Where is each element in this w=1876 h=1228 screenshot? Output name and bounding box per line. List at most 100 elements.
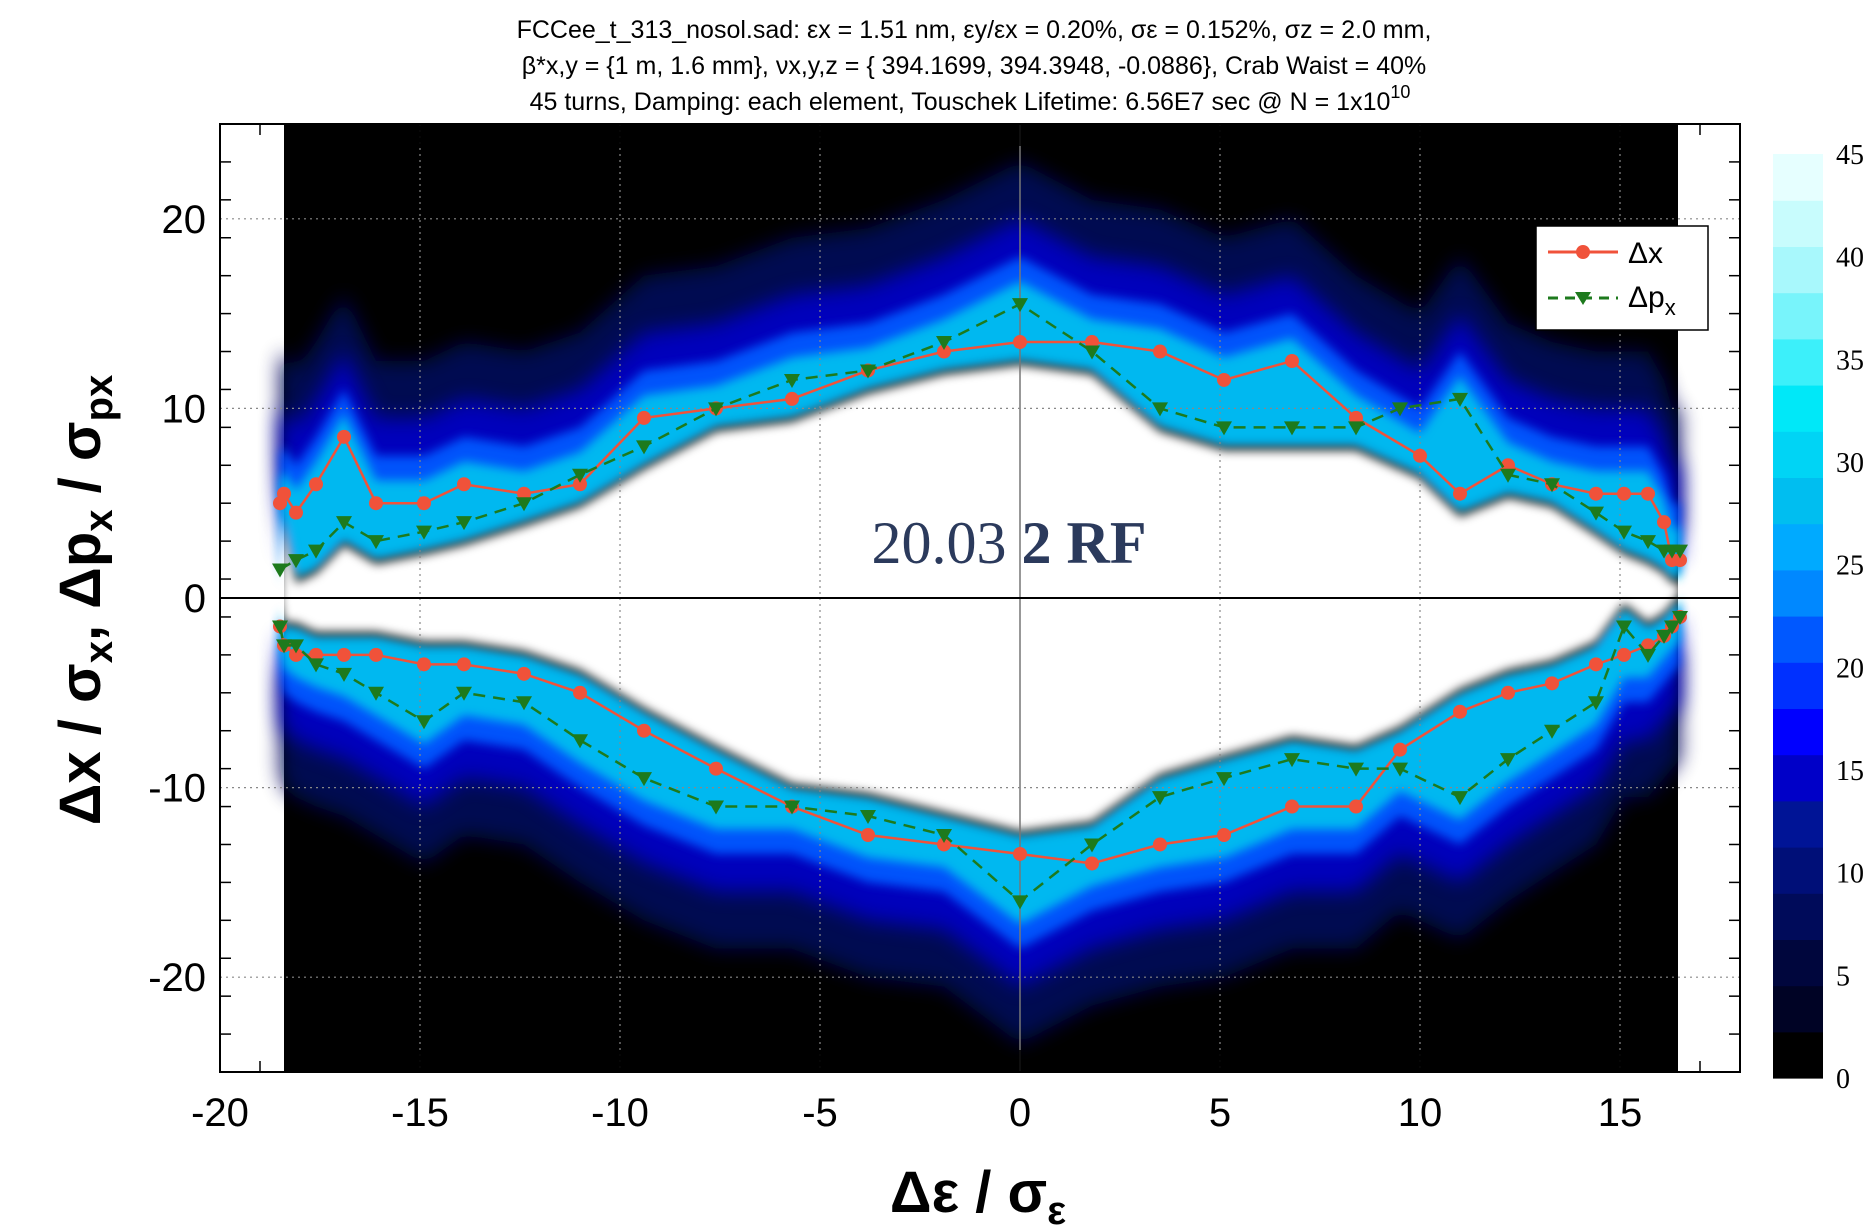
data-point-dpx <box>784 800 800 815</box>
data-point-dx <box>937 344 951 359</box>
x-tick-label: 15 <box>1598 1091 1643 1135</box>
colorbar-swatch <box>1773 200 1823 247</box>
colorbar-tick-label: 20 <box>1836 653 1864 684</box>
legend: Δx Δpx <box>1535 225 1709 331</box>
title-line-2: β*x,y = {1 m, 1.6 mm}, νx,y,z = { 394.16… <box>522 52 1426 80</box>
colorbar-swatch <box>1773 847 1823 894</box>
data-point-dpx <box>1452 392 1468 407</box>
data-point-dx <box>1153 837 1167 852</box>
data-point-dx <box>1453 704 1467 719</box>
data-point-dpx <box>1084 345 1100 360</box>
data-point-dpx <box>336 516 352 531</box>
data-point-dx <box>417 496 431 511</box>
data-point-dx <box>1453 486 1467 501</box>
data-point-dx <box>1085 856 1099 871</box>
colorbar <box>1773 154 1823 1079</box>
data-point-dpx <box>1216 421 1232 436</box>
x-tick-label: 0 <box>1009 1091 1031 1135</box>
data-point-dx <box>1217 372 1231 387</box>
colorbar-swatch <box>1773 338 1823 386</box>
data-point-dpx <box>456 686 472 701</box>
data-point-dpx <box>1616 525 1632 540</box>
colorbar-tick-label: 10 <box>1836 859 1864 890</box>
colorbar-swatch <box>1773 616 1823 663</box>
data-point-dpx <box>1284 753 1300 768</box>
data-point-dpx <box>1392 402 1408 417</box>
colorbar-swatch <box>1773 800 1823 848</box>
data-point-dx <box>369 647 383 662</box>
data-point-dpx <box>276 639 292 654</box>
data-point-dx <box>1501 685 1515 700</box>
data-point-dx <box>1349 799 1363 814</box>
colorbar-swatch <box>1773 662 1823 709</box>
data-point-dpx <box>1544 478 1560 493</box>
x-tick-label: -5 <box>802 1091 838 1135</box>
colorbar-tick-label: 25 <box>1836 551 1864 582</box>
data-point-dpx <box>1544 724 1560 739</box>
legend-box <box>1535 225 1709 331</box>
legend-marker-dpx <box>1575 292 1591 305</box>
data-point-dpx <box>516 696 532 711</box>
chart-title: FCCee_t_313_nosol.sad: εx = 1.51 nm, εy/… <box>517 16 1432 116</box>
data-point-dx <box>289 505 303 520</box>
data-point-dpx <box>708 800 724 815</box>
data-point-dpx <box>368 535 384 550</box>
data-point-dpx <box>1664 620 1680 635</box>
data-point-dpx <box>1672 544 1688 559</box>
data-point-dx <box>1545 676 1559 691</box>
data-point-dx <box>289 647 303 662</box>
data-point-dpx <box>1348 421 1364 436</box>
data-point-dpx <box>1216 772 1232 787</box>
data-point-dpx <box>708 402 724 417</box>
data-point-dpx <box>1084 838 1100 853</box>
colorbar-swatch <box>1773 246 1823 294</box>
colorbar-tick-label: 40 <box>1836 243 1864 274</box>
data-point-dpx <box>272 620 288 635</box>
data-point-dpx <box>308 544 324 559</box>
data-point-dx <box>1641 486 1655 501</box>
colorbar-swatch <box>1773 939 1823 987</box>
data-point-dx <box>1013 335 1027 350</box>
data-point-dpx <box>1500 753 1516 768</box>
colorbar-tick-label: 35 <box>1836 345 1864 376</box>
data-point-dx <box>637 410 651 425</box>
colorbar-swatch <box>1773 292 1823 340</box>
data-point-dpx <box>1672 610 1688 625</box>
colorbar-swatch <box>1773 154 1823 201</box>
data-point-dx <box>417 657 431 672</box>
colorbar-swatch <box>1773 477 1823 525</box>
data-point-dpx <box>1640 535 1656 550</box>
data-point-dpx <box>456 516 472 531</box>
colorbar-tick-label: 30 <box>1836 448 1864 479</box>
data-point-dx <box>1285 799 1299 814</box>
y-tick-label: 0 <box>184 577 206 621</box>
colorbar-swatch <box>1773 523 1823 571</box>
density-band-upper-3 <box>280 281 1680 589</box>
data-point-dpx <box>1500 468 1516 483</box>
data-point-dx <box>1589 486 1603 501</box>
data-point-dpx <box>308 658 324 673</box>
series-layer <box>272 298 1688 910</box>
data-point-dpx <box>572 734 588 749</box>
data-point-dpx <box>1284 421 1300 436</box>
title-line-1: FCCee_t_313_nosol.sad: εx = 1.51 nm, εy/… <box>517 16 1432 44</box>
data-point-dpx <box>572 468 588 483</box>
data-point-dpx <box>1012 895 1028 910</box>
data-point-dx <box>1393 742 1407 757</box>
data-point-dx <box>309 477 323 492</box>
data-point-dx <box>277 486 291 501</box>
data-point-dpx <box>1588 506 1604 521</box>
data-point-dpx <box>288 639 304 654</box>
data-point-dx <box>337 647 351 662</box>
data-point-dx <box>1617 486 1631 501</box>
colorbar-swatch <box>1773 985 1823 1033</box>
data-point-dx <box>573 477 587 492</box>
data-point-dpx <box>1012 298 1028 313</box>
colorbar-swatch <box>1773 1031 1823 1079</box>
data-point-dpx <box>860 810 876 825</box>
data-point-dx <box>1413 448 1427 463</box>
data-point-dpx <box>1392 762 1408 777</box>
data-point-dx <box>709 761 723 776</box>
data-point-dpx <box>516 497 532 512</box>
